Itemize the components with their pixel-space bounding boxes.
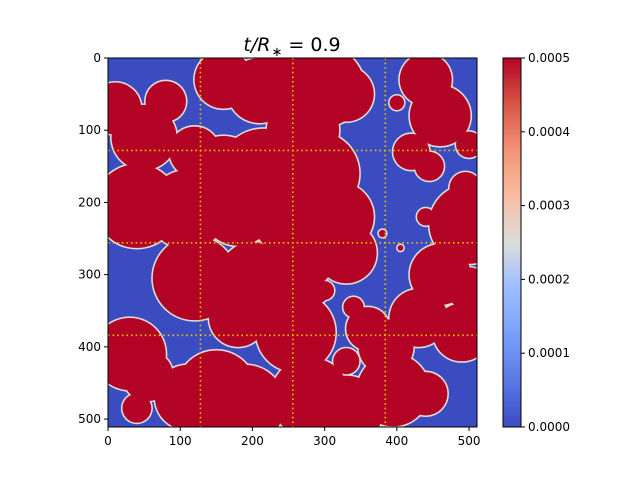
x-axis: 0 100 200 300 400 500 bbox=[104, 427, 481, 448]
heatmap-regions bbox=[108, 58, 477, 427]
y-tick-label: 0 bbox=[93, 51, 101, 65]
region bbox=[404, 372, 448, 416]
x-tick-label: 500 bbox=[458, 434, 481, 448]
colorbar-tick-label: 0.0005 bbox=[528, 51, 570, 65]
region bbox=[256, 292, 336, 373]
region bbox=[447, 267, 477, 311]
colorbar-axis: 0.0000 0.0001 0.0002 0.0003 0.0004 0.0005 bbox=[521, 51, 570, 434]
region bbox=[154, 364, 220, 427]
region bbox=[205, 364, 285, 427]
region bbox=[333, 348, 360, 375]
x-tick-label: 200 bbox=[241, 434, 264, 448]
x-tick-label: 0 bbox=[104, 434, 112, 448]
region bbox=[449, 172, 477, 204]
region bbox=[429, 184, 477, 264]
colorbar-tick-label: 0.0003 bbox=[528, 199, 570, 213]
region bbox=[147, 169, 228, 250]
region bbox=[414, 151, 444, 181]
region bbox=[378, 229, 387, 238]
y-tick-label: 300 bbox=[78, 268, 101, 282]
colorbar-tick-label: 0.0000 bbox=[528, 420, 570, 434]
region bbox=[417, 208, 435, 226]
plot-frame bbox=[107, 57, 478, 428]
region bbox=[122, 393, 152, 423]
region bbox=[409, 85, 471, 147]
colorbar-tick-label: 0.0001 bbox=[528, 346, 570, 360]
x-tick-label: 400 bbox=[385, 434, 408, 448]
region bbox=[397, 245, 404, 251]
region bbox=[432, 303, 477, 362]
region bbox=[318, 66, 374, 122]
y-tick-label: 200 bbox=[78, 195, 101, 209]
region bbox=[389, 95, 405, 110]
region bbox=[209, 289, 267, 347]
y-tick-label: 500 bbox=[78, 412, 101, 426]
colorbar: 0.0000 0.0001 0.0002 0.0003 0.0004 0.0005 bbox=[502, 51, 570, 434]
region bbox=[456, 131, 477, 158]
x-tick-label: 100 bbox=[169, 434, 192, 448]
x-tick-label: 300 bbox=[313, 434, 336, 448]
chart-title: t/R∗ = 0.9 bbox=[243, 34, 340, 60]
guide-lines bbox=[108, 58, 477, 427]
colorbar-tick-label: 0.0004 bbox=[528, 125, 570, 139]
region bbox=[145, 81, 186, 122]
region bbox=[152, 236, 237, 321]
region bbox=[111, 104, 177, 170]
heatmap bbox=[107, 57, 478, 428]
region bbox=[315, 281, 335, 300]
colorbar-gradient bbox=[502, 57, 522, 428]
y-tick-label: 400 bbox=[78, 340, 101, 354]
y-axis: 0 100 200 300 400 500 bbox=[78, 51, 108, 426]
colorbar-tick-label: 0.0002 bbox=[528, 272, 570, 286]
y-tick-label: 100 bbox=[78, 123, 101, 137]
